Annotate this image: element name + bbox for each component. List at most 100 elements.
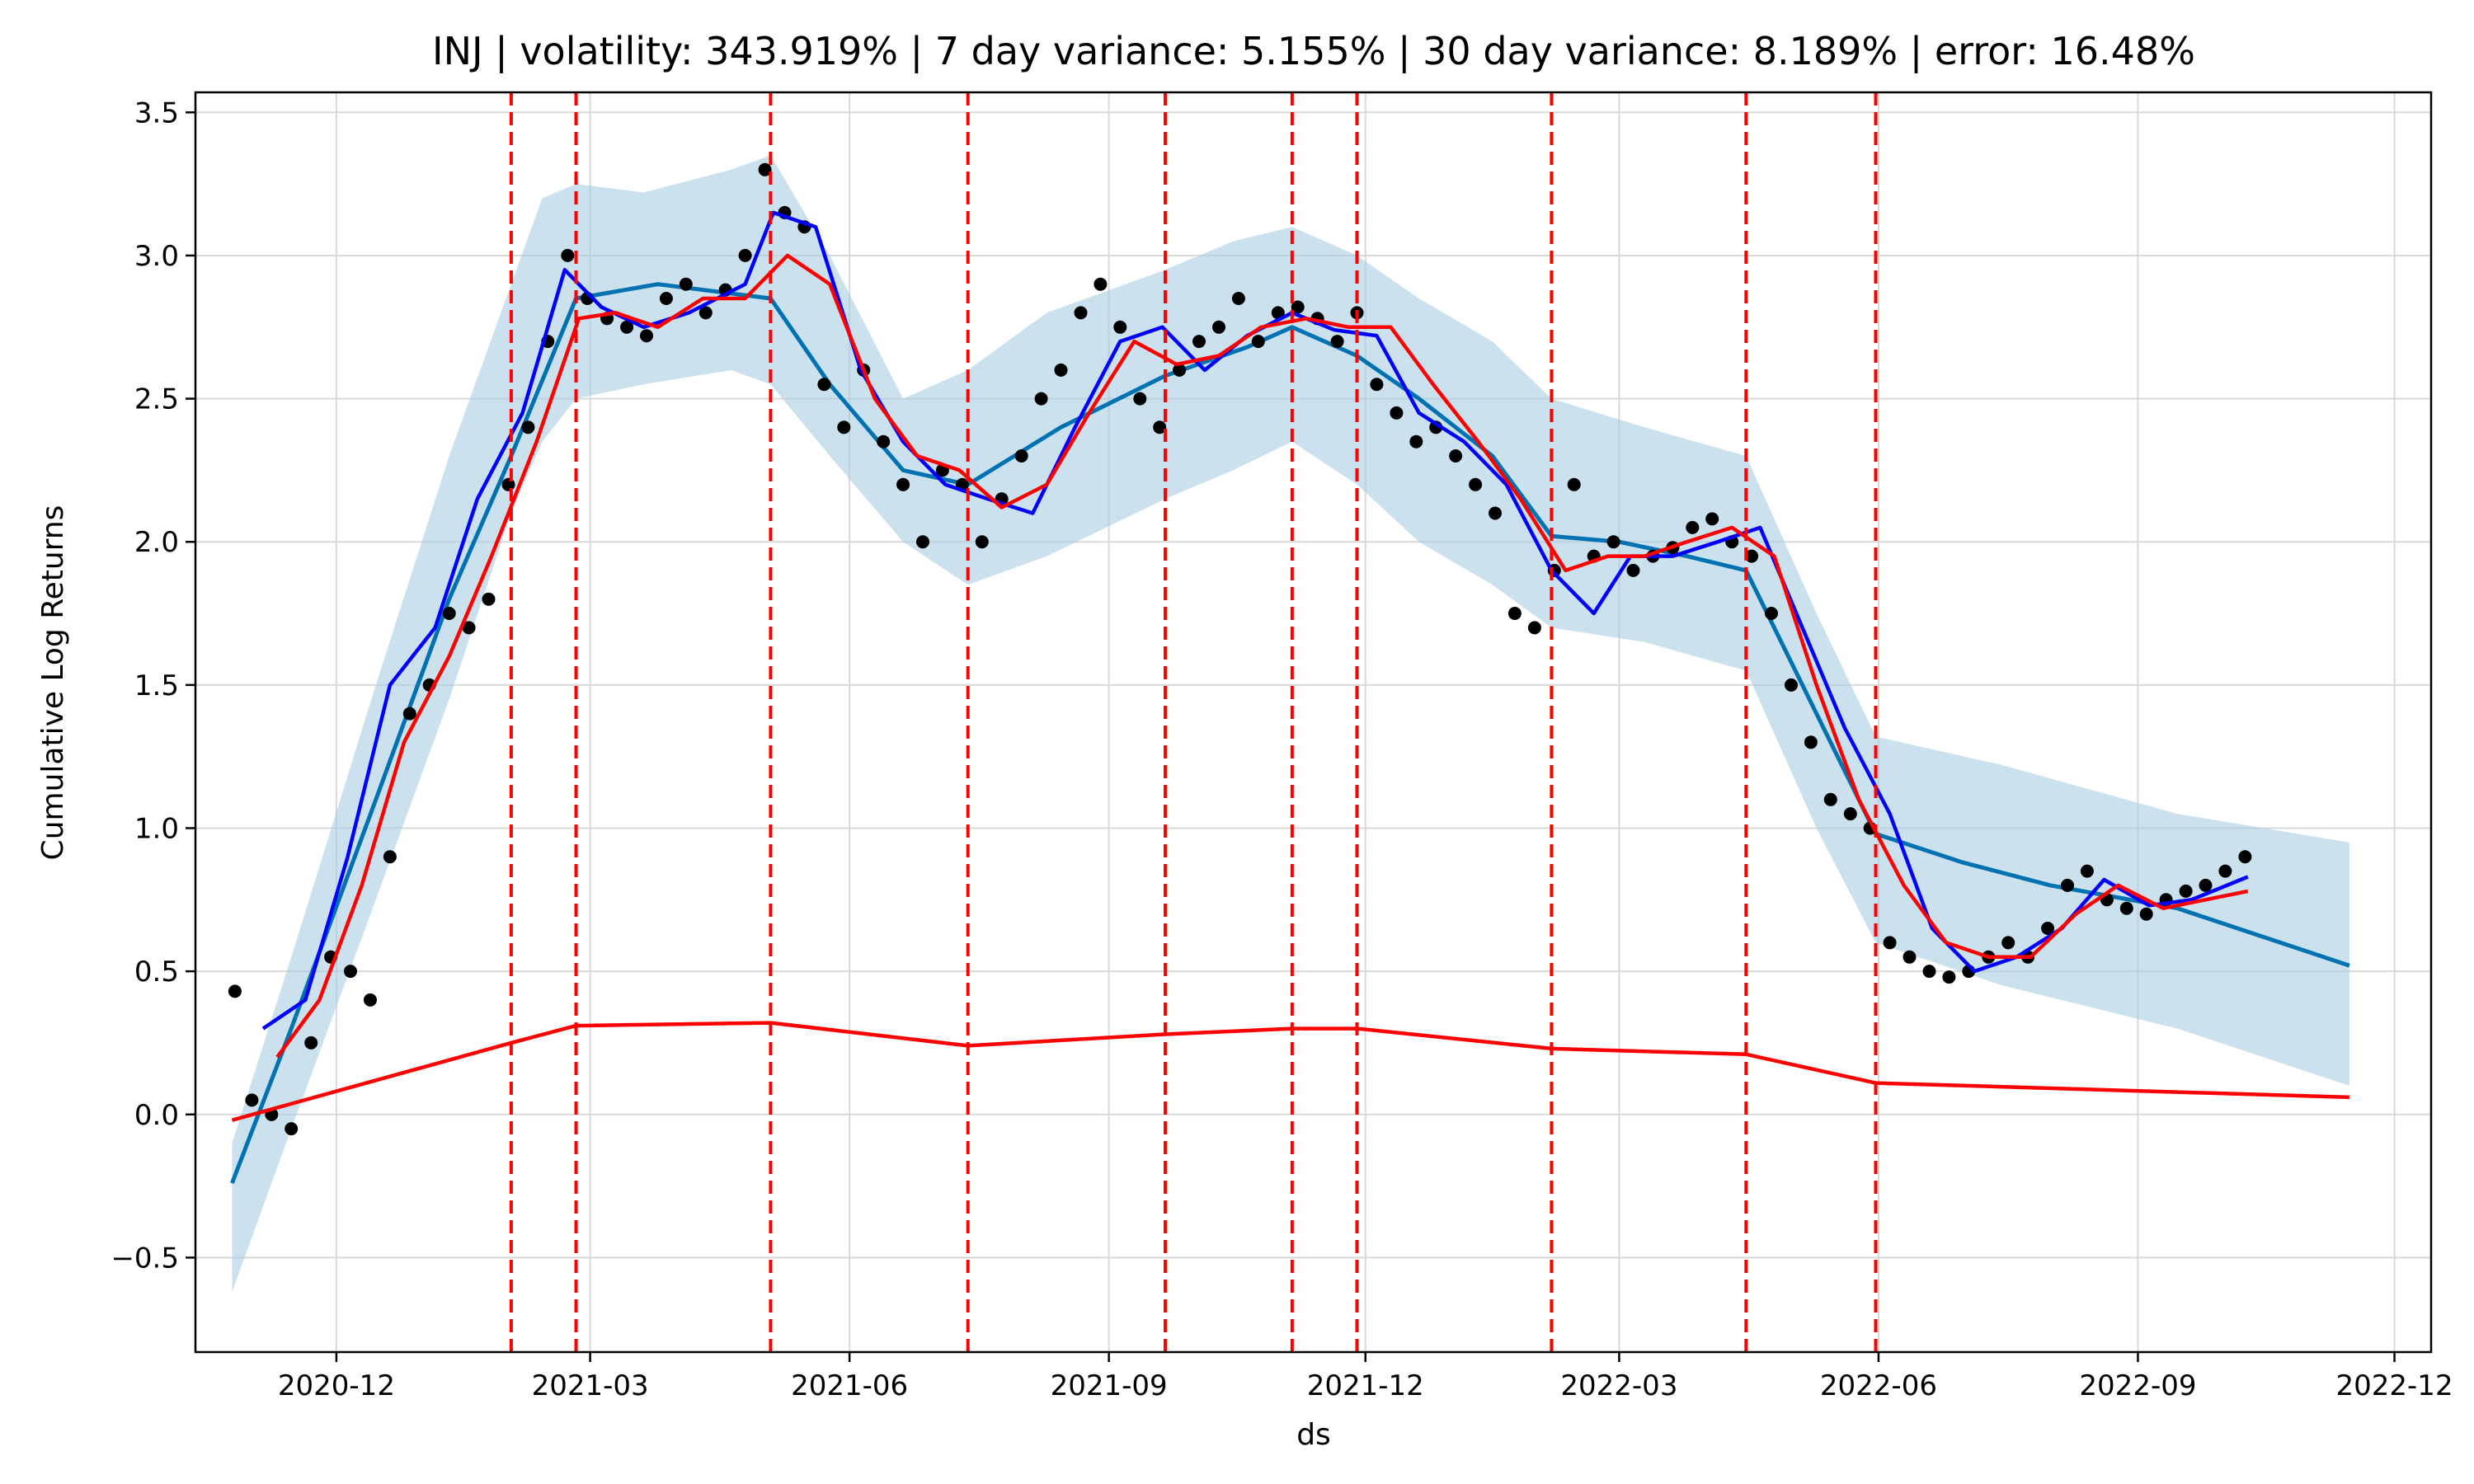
observed-point	[1606, 535, 1620, 549]
uncertainty-band	[232, 155, 2349, 1293]
axes-frame	[194, 91, 2433, 1354]
observed-point	[1133, 392, 1147, 406]
observed-point	[1686, 520, 1700, 534]
y-tick-label: 3.5	[134, 96, 179, 129]
x-axis-label: ds	[1296, 1418, 1331, 1452]
moving-average-30d-line	[275, 253, 2249, 1059]
observed-point	[561, 248, 575, 262]
x-tick-label: 2020-12	[278, 1369, 395, 1402]
observed-point	[1626, 563, 1640, 577]
observed-point	[758, 162, 772, 176]
observed-point	[1153, 420, 1167, 434]
y-tick-label: 3.0	[134, 240, 179, 273]
observed-point	[2218, 864, 2232, 878]
observed-point	[2179, 884, 2193, 898]
observed-point	[1054, 363, 1068, 377]
observed-point	[442, 607, 456, 620]
observed-point	[698, 306, 713, 320]
observed-point	[1449, 449, 1463, 463]
observed-point	[916, 535, 929, 549]
observed-point	[1231, 292, 1245, 305]
observed-point	[1014, 449, 1028, 463]
observed-point	[1271, 306, 1285, 320]
observed-point	[1507, 607, 1522, 620]
observed-point	[364, 993, 377, 1007]
observed-point	[738, 248, 752, 262]
observed-point	[1034, 392, 1048, 406]
observed-point	[1212, 320, 1225, 334]
observed-point	[1192, 335, 1206, 349]
observed-point	[640, 329, 653, 343]
observed-point	[1527, 621, 1541, 635]
trend-forecast-line	[230, 282, 2350, 1184]
observed-point	[896, 477, 910, 491]
observed-point	[659, 292, 673, 305]
x-tick-label: 2021-09	[1051, 1369, 1168, 1402]
observed-point	[2041, 922, 2055, 935]
observed-point	[1823, 792, 1837, 806]
observed-point	[304, 1036, 318, 1050]
y-tick-label: 2.0	[134, 526, 179, 559]
x-tick-label: 2021-03	[532, 1369, 649, 1402]
observed-point	[1804, 735, 1818, 749]
observed-point	[1567, 477, 1581, 491]
observed-point	[402, 707, 416, 721]
observed-point	[2238, 850, 2252, 864]
x-tick-label: 2022-03	[1560, 1369, 1677, 1402]
x-tick-label: 2022-09	[2079, 1369, 2196, 1402]
y-axis-label: Cumulative Log Returns	[36, 505, 70, 861]
observed-point	[245, 1093, 259, 1107]
observed-point	[1883, 936, 1897, 950]
observed-point	[2139, 907, 2153, 921]
observed-point	[1074, 306, 1088, 320]
x-tick-label: 2022-06	[1820, 1369, 1937, 1402]
observed-point	[1251, 335, 1265, 349]
observed-point	[521, 420, 535, 434]
y-tick-label: 1.0	[134, 812, 179, 845]
observed-point	[383, 850, 397, 864]
observed-point	[1942, 970, 1956, 984]
changepoint-trend-line	[231, 1021, 2349, 1122]
observed-point	[975, 535, 989, 549]
observed-point	[1765, 607, 1778, 620]
observed-point	[1173, 363, 1187, 377]
observed-point	[1922, 965, 1936, 979]
x-tick-label: 2022-12	[2336, 1369, 2453, 1402]
observed-point	[501, 477, 515, 491]
plot-area: 2020-12 2021-03 2021-06 2021-09 2021-12 2022-…	[111, 91, 2453, 1402]
observed-point	[482, 592, 496, 606]
chart-title: INJ | volatility: 343.919% | 7 day varia…	[432, 29, 2195, 74]
observed-point	[1489, 506, 1502, 520]
observed-point	[1843, 807, 1857, 821]
y-tick-label: 2.5	[134, 383, 179, 416]
observed-point	[1785, 678, 1798, 692]
x-tick-label: 2021-12	[1307, 1369, 1424, 1402]
observed-point	[285, 1122, 299, 1136]
y-tick-label: 0.5	[134, 956, 179, 989]
observed-point	[620, 320, 634, 334]
observed-point	[877, 434, 891, 448]
observed-point	[1469, 477, 1483, 491]
x-tick-label: 2021-06	[791, 1369, 908, 1402]
y-tick-label: −0.5	[111, 1242, 179, 1275]
y-tick-label: 0.0	[134, 1099, 179, 1132]
observed-point	[2199, 878, 2213, 892]
y-tick-label: 1.5	[134, 669, 179, 702]
observed-point	[2001, 936, 2015, 950]
observed-point	[1330, 335, 1344, 349]
observed-point	[462, 621, 476, 635]
observed-point	[837, 420, 851, 434]
observed-point	[679, 277, 693, 291]
observed-point	[1390, 406, 1404, 420]
observed-point	[1113, 320, 1127, 334]
observed-point	[2080, 864, 2094, 878]
observed-point	[1745, 549, 1759, 563]
observed-point	[1094, 277, 1108, 291]
observed-point	[1903, 950, 1917, 964]
observed-point	[228, 984, 242, 998]
observed-point	[344, 965, 357, 979]
observed-point	[2061, 878, 2074, 892]
observed-point	[1370, 378, 1384, 392]
observed-point	[1705, 512, 1719, 526]
